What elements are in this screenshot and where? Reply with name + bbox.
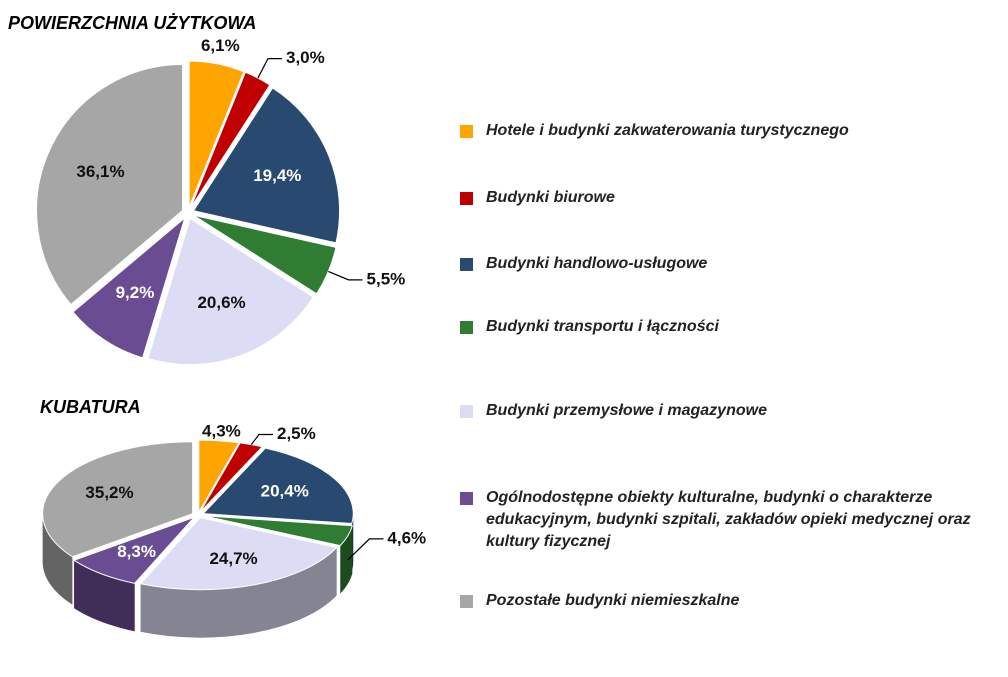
slice xyxy=(147,217,314,366)
legend-swatch xyxy=(460,321,473,334)
legend-swatch xyxy=(460,258,473,271)
legend-entry: Hotele i budynki zakwaterowania turystyc… xyxy=(460,120,1005,142)
data-label: 8,3% xyxy=(117,542,156,561)
legend-label: Budynki transportu i łączności xyxy=(486,318,719,335)
slice-side xyxy=(140,547,337,638)
slice xyxy=(203,515,353,547)
legend-entry: Budynki przemysłowe i magazynowe xyxy=(460,400,1005,422)
data-label: 24,7% xyxy=(209,549,257,568)
slice xyxy=(42,441,194,558)
legend-entry: Ogólnodostępne obiekty kulturalne, budyn… xyxy=(460,487,1005,553)
slice xyxy=(36,63,184,306)
slice xyxy=(139,517,338,591)
slice xyxy=(72,516,195,584)
legend-swatch xyxy=(460,405,473,418)
legend-entry: Budynki handlowo-usługowe xyxy=(460,253,1005,275)
chart-title: KUBATURA xyxy=(40,397,141,417)
slice-side xyxy=(74,560,135,632)
slice xyxy=(198,439,240,515)
data-label: 3,0% xyxy=(286,48,325,67)
data-label: 5,5% xyxy=(367,269,406,288)
legend-entry: Pozostałe budynki niemieszkalne xyxy=(460,590,1005,612)
legend-entry: Budynki transportu i łączności xyxy=(460,316,1005,338)
data-label: 20,6% xyxy=(197,293,245,312)
slice xyxy=(192,87,341,244)
legend-label: Ogólnodostępne obiekty kulturalne, budyn… xyxy=(486,489,971,550)
slice xyxy=(188,60,245,208)
data-label: 9,2% xyxy=(116,283,155,302)
legend-swatch xyxy=(460,595,473,608)
slice xyxy=(199,442,264,513)
data-label: 36,1% xyxy=(76,162,124,181)
legend-swatch xyxy=(460,125,473,138)
data-label: 35,2% xyxy=(85,483,133,502)
legend-swatch xyxy=(460,192,473,205)
legend-swatch xyxy=(460,492,473,505)
slice xyxy=(72,216,186,359)
data-label: 2,5% xyxy=(277,424,316,443)
legend-label: Budynki biurowe xyxy=(486,189,615,206)
legend-label: Budynki handlowo-usługowe xyxy=(486,255,708,272)
data-label: 4,6% xyxy=(387,528,426,547)
legend-label: Budynki przemysłowe i magazynowe xyxy=(486,402,767,419)
legend-label: Pozostałe budynki niemieszkalne xyxy=(486,592,740,609)
leader-line xyxy=(328,270,363,281)
data-label: 6,1% xyxy=(201,36,240,55)
leader-line xyxy=(257,57,282,79)
leader-line xyxy=(347,538,384,561)
leader-line xyxy=(250,433,273,445)
chart-title: POWIERZCHNIA UŻYTKOWA xyxy=(8,13,256,33)
legend-label: Hotele i budynki zakwaterowania turystyc… xyxy=(486,122,849,139)
legend-entry: Budynki biurowe xyxy=(460,187,1005,209)
slice xyxy=(202,447,354,525)
data-label: 4,3% xyxy=(202,422,241,441)
slice xyxy=(193,214,337,295)
data-label: 19,4% xyxy=(253,166,301,185)
data-label: 20,4% xyxy=(261,482,309,501)
